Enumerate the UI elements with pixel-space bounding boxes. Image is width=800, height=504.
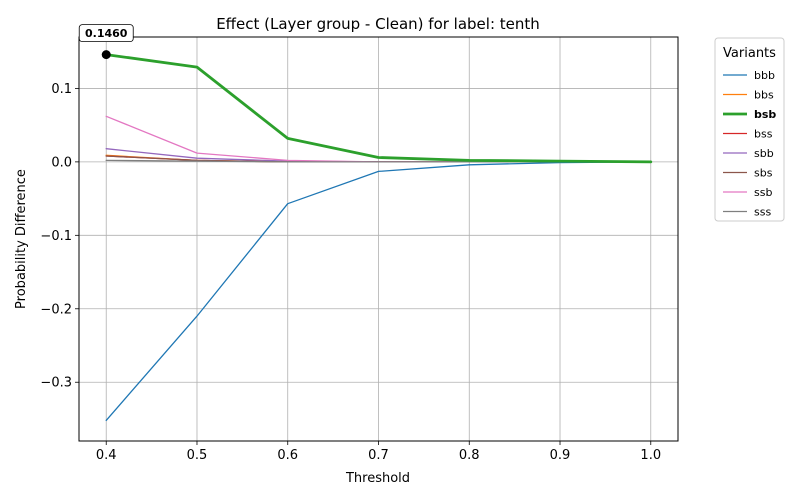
legend-label-sss: sss bbox=[754, 206, 771, 219]
y-axis-ticks: −0.3 −0.2 −0.1 0.0 0.1 bbox=[40, 82, 79, 391]
legend-title: Variants bbox=[723, 46, 776, 61]
x-tick-label: 0.8 bbox=[459, 448, 480, 463]
series-line-bbb bbox=[105, 161, 652, 422]
series-lines bbox=[104, 53, 653, 422]
legend-frame bbox=[714, 37, 785, 222]
legend-label-sbb: sbb bbox=[754, 147, 774, 160]
y-tick-label: −0.1 bbox=[40, 229, 72, 244]
y-axis-label: Probability Difference bbox=[14, 169, 29, 309]
y-tick-label: −0.2 bbox=[40, 302, 72, 317]
x-axis-ticks: 0.4 0.5 0.6 0.7 0.8 0.9 1.0 bbox=[96, 441, 661, 463]
legend-label-bsb: bsb bbox=[754, 108, 776, 121]
legend-label-sbs: sbs bbox=[754, 167, 773, 180]
y-tick-label: 0.0 bbox=[51, 155, 72, 170]
series-line-bsb bbox=[104, 53, 653, 164]
y-tick-label: −0.3 bbox=[40, 376, 72, 391]
annotation-label: 0.1460 bbox=[85, 27, 128, 40]
x-tick-label: 0.7 bbox=[368, 448, 389, 463]
x-tick-label: 0.4 bbox=[96, 448, 117, 463]
peak-marker bbox=[101, 50, 111, 60]
peak-annotation: 0.1460 bbox=[78, 24, 134, 60]
x-tick-label: 0.5 bbox=[187, 448, 208, 463]
y-tick-label: 0.1 bbox=[51, 82, 72, 97]
x-axis-label: Threshold bbox=[345, 471, 410, 486]
chart-title: Effect (Layer group - Clean) for label: … bbox=[216, 15, 540, 33]
legend-items: bbb bbs bsb bss sbb sbs ssb sss bbox=[723, 69, 776, 219]
legend-label-ssb: ssb bbox=[754, 186, 772, 199]
legend-label-bss: bss bbox=[754, 128, 773, 141]
legend: Variants bbb bbs bsb bss sbb sbs ssb sss bbox=[714, 37, 785, 222]
legend-label-bbb: bbb bbox=[754, 69, 775, 82]
legend-label-bbs: bbs bbox=[754, 89, 774, 102]
x-tick-label: 0.9 bbox=[550, 448, 571, 463]
x-tick-label: 1.0 bbox=[640, 448, 661, 463]
grid bbox=[79, 37, 678, 441]
x-tick-label: 0.6 bbox=[277, 448, 298, 463]
annotation-box bbox=[78, 24, 134, 43]
